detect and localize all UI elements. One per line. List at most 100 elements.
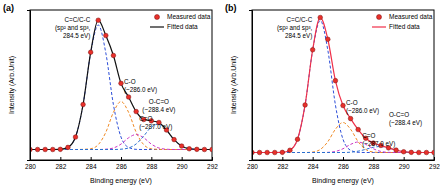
x-tick: 286 [116,157,127,170]
plot-area [30,18,212,152]
x-tick-mark [91,157,92,160]
panel: 280282284286288290292Binding energy (eV)… [225,3,440,185]
x-tick-label: 282 [277,163,288,170]
x-tick-mark [313,157,314,160]
measured-point [111,53,116,58]
peak-annotation: C=C/C-C [287,16,313,23]
y-axis-line [27,11,31,161]
x-tick-mark [121,157,122,160]
peak-annotation: (~287.0 eV) [362,140,395,148]
measured-point [394,148,399,153]
panel-label: (b) [225,3,237,13]
legend: Measured data Fitted data [372,13,433,30]
x-axis-title: Binding energy (eV) [90,177,152,185]
measured-point [202,147,207,152]
peak-annotation: O-C=O [389,111,409,118]
plot-area [252,15,434,155]
measured-point [272,150,277,155]
y-axis-line [249,11,253,161]
legend-symbol [155,15,160,20]
measured-point [73,135,78,140]
x-axis-line [31,157,213,161]
x-tick-label: 286 [116,163,127,170]
x-tick-label: 286 [338,163,349,170]
peak-annotation: (sp² and sp³, [55,24,91,32]
legend-label: Fitted data [389,23,420,30]
measured-point [35,147,40,152]
peak-annotation: C-O [124,78,136,85]
measured-point [50,147,55,152]
legend-label: Measured data [167,13,211,20]
y-axis-title: Intensity (Arb.Unit) [8,56,16,114]
x-tick: 282 [277,157,288,170]
measured-point [348,116,353,121]
measured-point [280,150,285,155]
measured-point [179,144,184,149]
component-peak [252,123,434,153]
peak-annotation: (~288.4 eV) [389,119,422,127]
x-tick-mark [404,157,405,160]
peak-annotation: (~288.4 eV) [142,106,175,114]
peak-annotation: C=O [139,115,152,122]
y-axis [27,11,31,161]
x-tick-label: 290 [177,163,188,170]
measured-point [96,18,101,23]
measured-point [424,150,429,155]
measured-point [119,81,124,86]
component-peak [30,102,212,150]
measured-point [356,127,361,132]
x-tick-mark [151,157,152,160]
x-axis-line [253,157,435,161]
measured-point [172,137,177,142]
x-tick-label: 280 [247,163,258,170]
measured-point [58,147,63,152]
fitted-line [30,20,212,149]
measured-point [310,47,315,52]
measured-point [341,103,346,108]
x-tick: 288 [146,157,157,170]
x-tick: 292 [429,157,440,170]
measured-point [195,147,200,152]
figure: 280 282 284 286 288 290 292 Binding energy (eV)… [0,0,440,189]
peak-annotation: C-O [346,99,358,106]
x-tick-mark [434,157,435,160]
x-tick-label: 290 [399,163,410,170]
measured-point [187,146,192,151]
x-axis: 280282284286288290292 [247,157,440,170]
peak-annotation: (~286.0 eV) [124,86,157,94]
peak-annotation: (~286.0 eV) [346,107,379,115]
peak-annotation: (~287.0 eV) [139,123,172,131]
legend-symbol [377,15,382,20]
measured-point [318,15,323,20]
plot-frame [30,10,212,160]
measured-point [417,150,422,155]
x-tick-mark [282,157,283,160]
component-peak [252,21,434,153]
measured-point [257,150,262,155]
legend-symbol [372,26,386,27]
x-tick-label: 292 [207,163,218,170]
measured-point [333,78,338,83]
peak-annotation: C=C/C-C [65,16,91,23]
y-axis-title: Intensity (Arb.Unit) [230,56,238,114]
measured-point [126,95,131,100]
measured-point [401,149,406,154]
x-tick-label: 280 [25,163,36,170]
measured-point [88,50,93,55]
x-tick-label: 282 [55,163,66,170]
measured-point [303,103,308,108]
x-tick-mark [182,157,183,160]
x-axis: 280 282 284 286 288 290 292 [25,157,218,170]
legend-label: Measured data [389,13,433,20]
measured-point [104,33,109,38]
x-tick-label: 292 [429,163,440,170]
x-axis-title: Binding energy (eV) [312,177,374,185]
measured-point [134,109,139,114]
x-tick-label: 288 [146,163,157,170]
x-tick-mark [343,157,344,160]
measured-point [265,150,270,155]
x-tick: 284 [308,157,319,170]
x-tick-label: 284 [86,163,97,170]
measured-point [81,102,86,107]
panel-label: (a) [3,3,14,13]
